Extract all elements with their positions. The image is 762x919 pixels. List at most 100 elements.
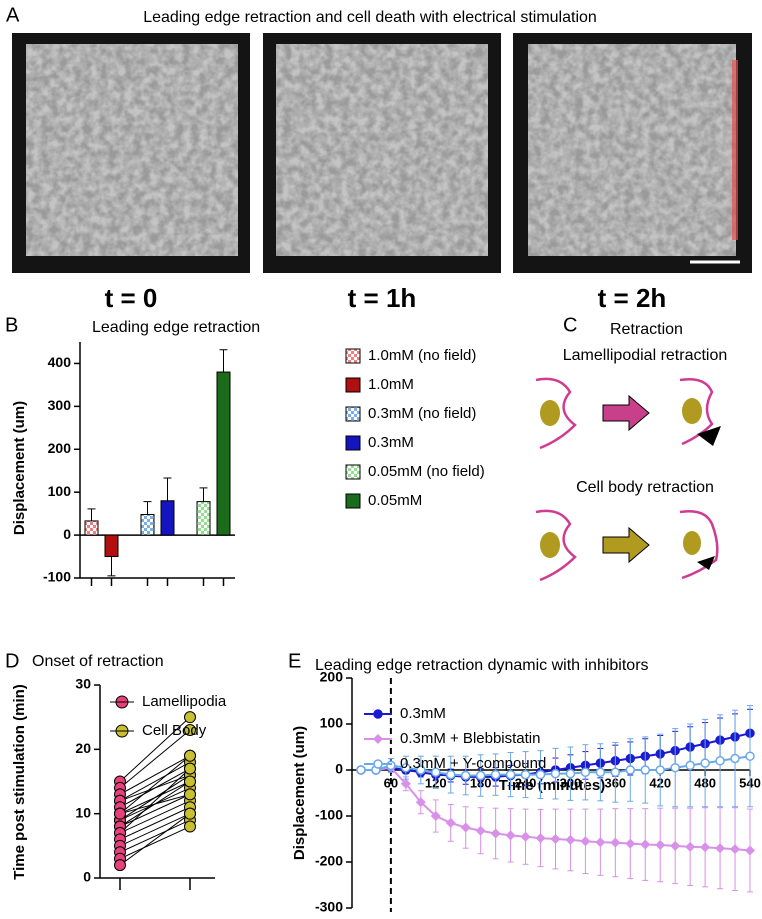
series <box>355 762 755 893</box>
point <box>416 765 426 775</box>
point <box>386 760 396 771</box>
legend-label: Cell Body <box>142 722 207 739</box>
y-tick-label: 0 <box>83 869 91 885</box>
pair-line <box>119 716 191 782</box>
point <box>685 760 695 771</box>
legend-label: Lamellipodia <box>142 693 227 710</box>
pair-line <box>119 800 191 834</box>
time-label: t = 0 <box>105 283 158 313</box>
point <box>184 724 196 737</box>
y-tick-label: 10 <box>75 804 91 820</box>
point <box>685 841 696 852</box>
pair-line <box>119 813 191 847</box>
point <box>670 762 680 773</box>
pair-line <box>119 774 191 821</box>
point <box>184 807 196 820</box>
point <box>595 837 606 848</box>
point <box>114 807 126 820</box>
legend-label: 0.3mM + Blebbistatin <box>400 730 541 747</box>
y-tick-label: 0 <box>335 761 343 777</box>
y-tick-label: 100 <box>48 483 72 499</box>
point <box>610 767 621 778</box>
point <box>670 840 681 851</box>
point <box>184 820 196 833</box>
point <box>730 753 740 764</box>
point <box>550 768 561 779</box>
y-tick-label: 0 <box>63 526 71 542</box>
y-tick-label: -300 <box>315 899 343 915</box>
legend-label: 0.3mM + Y-compound <box>400 755 546 772</box>
point <box>430 811 441 821</box>
point <box>415 797 426 808</box>
legend-swatch <box>345 348 361 364</box>
point <box>580 836 591 847</box>
y-axis-label: Displacement (um) <box>291 726 308 860</box>
diagram <box>540 394 721 570</box>
point <box>580 767 591 778</box>
pair-line <box>119 806 191 840</box>
legend-swatch <box>345 493 361 509</box>
legend-label: 1.0mM <box>368 376 414 393</box>
micrograph <box>12 33 250 273</box>
chart-title: Onset of retraction <box>32 653 164 670</box>
panel-letter: C <box>563 314 577 336</box>
point <box>715 756 725 766</box>
pair-line <box>119 729 191 789</box>
legend-swatch <box>345 435 361 451</box>
micrograph <box>263 33 501 273</box>
point <box>655 839 666 850</box>
point <box>565 768 576 779</box>
point <box>401 762 411 773</box>
legend-swatch <box>345 377 361 393</box>
point <box>114 859 126 872</box>
bar <box>104 534 119 558</box>
point <box>505 769 516 780</box>
y-tick-label: 200 <box>320 669 344 685</box>
y-tick-label: -100 <box>315 807 343 823</box>
point <box>535 769 546 780</box>
point <box>184 788 196 801</box>
diagram-label: Lamellipodial retraction <box>563 347 728 364</box>
point <box>184 762 196 775</box>
panel-title: Retraction <box>610 321 683 338</box>
time-label: t = 1h <box>348 283 417 313</box>
point <box>640 765 651 775</box>
y-tick-label: 20 <box>75 740 91 756</box>
point <box>460 822 471 833</box>
x-tick-label: 60 <box>384 775 398 790</box>
point <box>475 770 486 781</box>
point <box>184 711 196 724</box>
point <box>625 838 636 849</box>
point <box>550 834 561 844</box>
panel-letter: B <box>5 314 18 336</box>
panel-title: Leading edge retraction and cell death w… <box>143 9 597 26</box>
point <box>445 817 456 828</box>
legend-label: 1.0mM (no field) <box>368 347 476 364</box>
point <box>356 765 366 775</box>
legend-label: 0.05mM <box>368 492 422 509</box>
pair-line <box>119 813 191 866</box>
point <box>520 831 531 842</box>
chart-title: Leading edge retraction <box>92 319 260 336</box>
point <box>520 769 531 780</box>
point <box>745 845 755 856</box>
y-axis-label: Displacement (um) <box>11 401 28 535</box>
point <box>445 769 456 780</box>
bar <box>84 520 99 536</box>
pair-line <box>119 793 191 827</box>
bar <box>160 500 175 536</box>
diagram-label: Cell body retraction <box>576 479 714 496</box>
y-tick-label: 300 <box>48 397 72 413</box>
pair-line <box>119 755 191 795</box>
point <box>700 758 710 768</box>
pair-line <box>119 768 191 834</box>
point <box>184 749 196 762</box>
pair-line <box>119 755 191 815</box>
panel-letter: A <box>6 4 20 26</box>
point <box>640 839 651 850</box>
y-tick-label: 100 <box>320 715 344 731</box>
point <box>505 830 516 841</box>
point <box>431 767 441 778</box>
chart-title: Leading edge retraction dynamic with inh… <box>315 657 649 674</box>
legend-swatch <box>345 464 361 480</box>
